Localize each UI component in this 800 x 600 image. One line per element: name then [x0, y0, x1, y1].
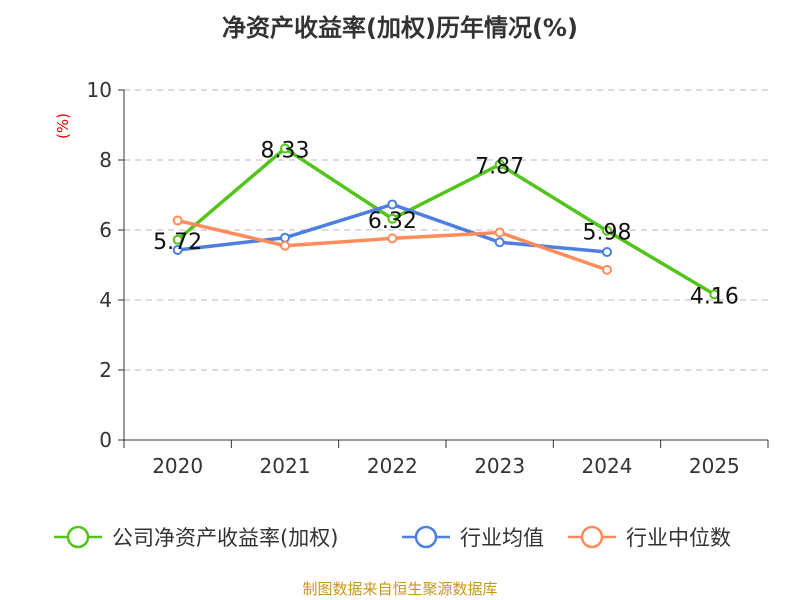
data-label: 5.98 [583, 221, 632, 246]
legend-label: 公司净资产收益率(加权) [112, 526, 338, 550]
x-tick-label: 2025 [689, 454, 740, 478]
y-tick-label: 10 [87, 78, 112, 102]
data-label: 5.72 [153, 230, 202, 255]
data-label: 4.16 [690, 284, 739, 309]
data-point-0 [602, 225, 612, 236]
data-label: 8.33 [261, 138, 310, 163]
data-point-0 [709, 289, 720, 300]
data-point-1 [387, 199, 398, 210]
data-point-0 [172, 234, 183, 245]
series-line-0 [176, 146, 716, 296]
y-tick-label: 8 [99, 148, 112, 172]
data-point-2 [172, 215, 183, 226]
data-source-note: 制图数据来自恒生聚源数据库 [302, 580, 498, 598]
y-tick-label: 2 [99, 358, 112, 382]
data-point-0 [387, 213, 398, 224]
x-tick-label: 2020 [152, 454, 203, 478]
data-point-2 [280, 240, 290, 251]
legend-label: 行业中位数 [626, 526, 731, 550]
data-label: 7.87 [475, 155, 524, 180]
data-label: 6.32 [368, 209, 417, 234]
data-point-2 [602, 264, 612, 275]
data-point-1 [494, 237, 505, 248]
x-tick-label: 2021 [260, 454, 311, 478]
y-tick-label: 0 [99, 428, 112, 452]
legend-marker [580, 525, 604, 549]
x-tick-label: 2023 [474, 454, 525, 478]
data-point-1 [602, 247, 612, 258]
y-tick-label: 6 [99, 218, 112, 242]
x-tick-label: 2024 [582, 454, 633, 478]
y-tick-label: 4 [99, 288, 112, 312]
x-tick-label: 2022 [367, 454, 418, 478]
data-point-2 [387, 233, 398, 244]
y-axis-unit: (%) [54, 113, 72, 139]
data-point-2 [494, 227, 505, 238]
legend-marker [414, 525, 438, 549]
data-point-1 [280, 232, 290, 243]
data-point-1 [172, 244, 183, 255]
legend-label: 行业均值 [460, 526, 544, 550]
chart-title: 净资产收益率(加权)历年情况(%) [222, 14, 578, 42]
data-point-0 [280, 143, 290, 154]
legend-marker [66, 525, 90, 549]
data-point-0 [494, 159, 505, 170]
